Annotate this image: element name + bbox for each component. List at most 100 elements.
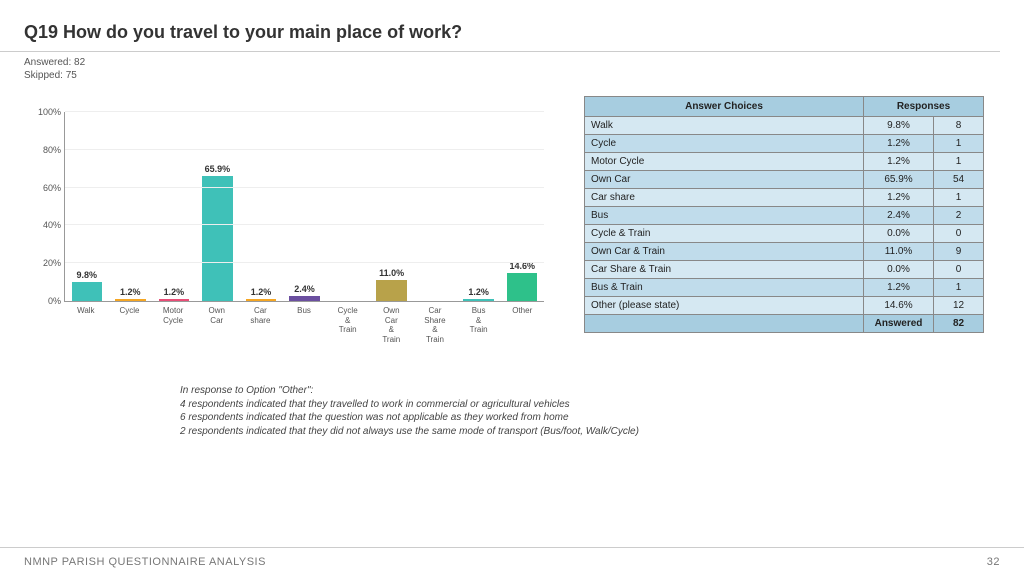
cell-label: Bus & Train [585,279,864,297]
cell-pct: 0.0% [864,225,934,243]
x-label: Walk [64,302,108,344]
chart-bars: 9.8% 1.2% 1.2% 65.9% 1.2% 2.4% 11.0% 1.2% 14.6% [65,112,544,301]
footer-left: NMNP PARISH QUESTIONNAIRE ANALYSIS [24,556,266,568]
cell-count: 1 [934,135,984,153]
table-body: Walk9.8%8Cycle1.2%1Motor Cycle1.2%1Own C… [585,117,984,333]
bar-column: 1.2% [109,112,153,301]
bar-value-label: 9.8% [77,270,98,280]
cell-pct: 14.6% [864,297,934,315]
cell-pct: 2.4% [864,207,934,225]
y-tick: 0% [27,296,61,306]
chart-x-labels: WalkCycleMotorCycleOwnCarCarshareBusCycl… [64,302,544,344]
cell-label: Bus [585,207,864,225]
x-label: MotorCycle [151,302,195,344]
bar-column [326,112,370,301]
cell-total-value: 82 [934,315,984,333]
answered-count: Answered: 82 [24,56,1024,69]
bar-column: 9.8% [65,112,109,301]
table-row: Cycle & Train0.0%0 [585,225,984,243]
table-row: Car share1.2%1 [585,189,984,207]
x-label: Other [500,302,544,344]
page-title: Q19 How do you travel to your main place… [0,0,1000,52]
bar [507,273,537,301]
cell-label: Motor Cycle [585,153,864,171]
x-label: Carshare [239,302,283,344]
col-responses: Responses [864,97,984,117]
table-row: Own Car65.9%54 [585,171,984,189]
notes-heading: In response to Option "Other": [180,384,1024,398]
bar [159,299,189,301]
cell-label: Other (please state) [585,297,864,315]
bar-value-label: 2.4% [294,284,315,294]
bar-value-label: 1.2% [468,287,489,297]
cell-count: 54 [934,171,984,189]
cell-pct: 1.2% [864,189,934,207]
table-row: Motor Cycle1.2%1 [585,153,984,171]
cell-count: 0 [934,261,984,279]
cell-label: Cycle & Train [585,225,864,243]
cell-pct: 0.0% [864,261,934,279]
table-row: Walk9.8%8 [585,117,984,135]
cell-total-label: Answered [864,315,934,333]
bar-value-label: 1.2% [120,287,141,297]
bar [72,282,102,301]
cell-pct: 1.2% [864,153,934,171]
x-label: Cycle&Train [326,302,370,344]
bar-column [413,112,457,301]
bar-value-label: 1.2% [251,287,272,297]
response-meta: Answered: 82 Skipped: 75 [0,52,1024,82]
bar [376,280,406,301]
bar [202,176,232,301]
cell-pct: 9.8% [864,117,934,135]
bar-chart: 9.8%1.2%1.2%65.9%1.2%2.4%11.0%1.2%14.6% … [24,92,544,344]
skipped-count: Skipped: 75 [24,69,1024,82]
bar-value-label: 65.9% [205,164,231,174]
cell-count: 12 [934,297,984,315]
table-row: Other (please state)14.6%12 [585,297,984,315]
x-label: OwnCar&Train [369,302,413,344]
responses-table-wrap: Answer Choices Responses Walk9.8%8Cycle1… [584,92,984,344]
cell-count: 1 [934,279,984,297]
x-label: Cycle [108,302,152,344]
other-notes: In response to Option "Other": 4 respond… [180,384,1024,438]
table-row: Car Share & Train0.0%0 [585,261,984,279]
bar [246,299,276,301]
bar [463,299,493,301]
content-row: 9.8%1.2%1.2%65.9%1.2%2.4%11.0%1.2%14.6% … [0,82,1024,344]
cell-label: Own Car [585,171,864,189]
cell-pct: 1.2% [864,135,934,153]
table-row: Bus2.4%2 [585,207,984,225]
cell-count: 8 [934,117,984,135]
bar-column: 14.6% [500,112,544,301]
x-label: OwnCar [195,302,239,344]
bar-value-label: 11.0% [379,268,404,278]
cell-count: 1 [934,189,984,207]
cell-count: 1 [934,153,984,171]
cell-empty [585,315,864,333]
bar-column: 1.2% [239,112,283,301]
table-row: Own Car & Train11.0%9 [585,243,984,261]
cell-label: Cycle [585,135,864,153]
cell-pct: 65.9% [864,171,934,189]
bar-column: 2.4% [283,112,327,301]
x-label: Bus&Train [457,302,501,344]
table-row: Cycle1.2%1 [585,135,984,153]
notes-line: 4 respondents indicated that they travel… [180,398,1024,412]
bar-value-label: 1.2% [164,287,185,297]
cell-label: Car share [585,189,864,207]
bar [289,296,319,301]
y-tick: 40% [27,220,61,230]
table-total-row: Answered82 [585,315,984,333]
x-label: Bus [282,302,326,344]
cell-count: 0 [934,225,984,243]
cell-count: 2 [934,207,984,225]
page-footer: NMNP PARISH QUESTIONNAIRE ANALYSIS 32 [0,547,1024,576]
y-tick: 60% [27,183,61,193]
cell-pct: 1.2% [864,279,934,297]
col-answer-choices: Answer Choices [585,97,864,117]
cell-count: 9 [934,243,984,261]
chart-plot: 9.8%1.2%1.2%65.9%1.2%2.4%11.0%1.2%14.6% … [64,112,544,302]
cell-label: Walk [585,117,864,135]
bar [115,299,145,301]
cell-label: Own Car & Train [585,243,864,261]
